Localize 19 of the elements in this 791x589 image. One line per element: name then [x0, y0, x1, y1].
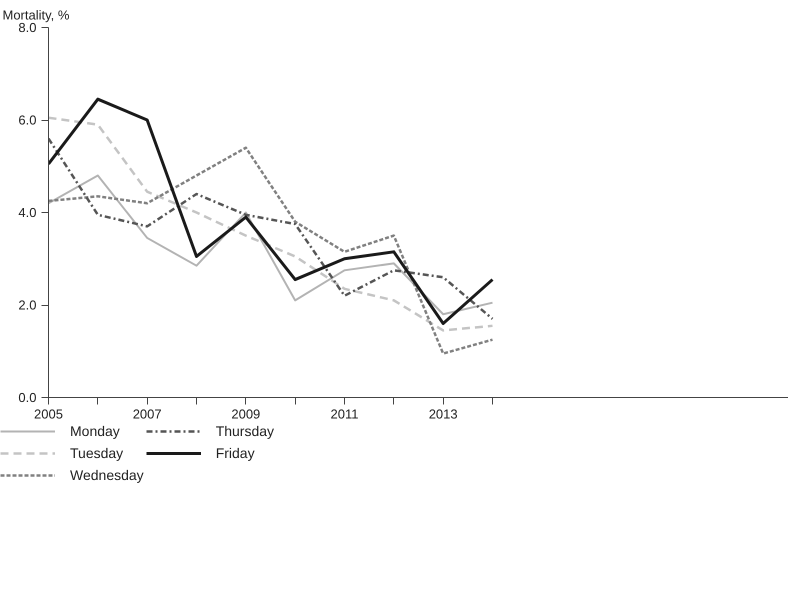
legend-label: Wednesday [70, 467, 144, 483]
y-tick-label: 0.0 [18, 390, 37, 405]
line-series [48, 146, 494, 355]
y-tick-label: 6.0 [18, 112, 37, 128]
legend-label: Tuesday [70, 445, 124, 461]
y-tick-label: 2.0 [18, 298, 37, 312]
x-tick-label: 2005 [34, 406, 63, 422]
y-axis-title: Mortality, % [2, 8, 70, 22]
line-series [48, 174, 494, 316]
y-tick-label: 4.0 [18, 205, 37, 220]
line-series [48, 137, 494, 320]
x-tick-label: 2013 [428, 406, 458, 422]
legend-label: Thursday [216, 423, 274, 439]
legend-label: Friday [216, 445, 255, 461]
y-tick-label: 8.0 [18, 20, 37, 35]
x-tick-label: 2011 [330, 406, 358, 422]
legend-label: Monday [70, 423, 120, 439]
x-tick-label: 2007 [132, 406, 162, 422]
x-tick-label: 2009 [231, 406, 260, 422]
